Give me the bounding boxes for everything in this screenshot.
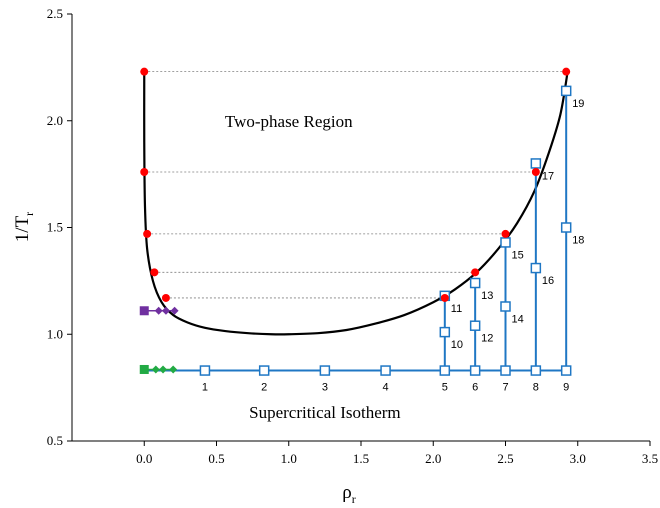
coexistence-point [471, 268, 480, 277]
start-square-purple [139, 306, 149, 316]
x-tick-label: 1.5 [353, 451, 369, 466]
path-point [560, 85, 572, 97]
x-axis-label-main: ρ [342, 482, 351, 503]
path-point-label: 11 [451, 303, 462, 315]
path-point [319, 365, 331, 376]
path-point-label: 10 [451, 339, 463, 351]
start-markers [139, 306, 179, 374]
x-tick-label: 2.0 [425, 451, 441, 466]
path-point [530, 262, 542, 274]
path-point-label: 13 [481, 290, 493, 302]
coexistence-point [140, 167, 149, 176]
path-point-label: 3 [322, 382, 328, 394]
x-axis-label-sub: r [352, 492, 356, 506]
coexistence-point [562, 67, 571, 76]
x-tick-label: 1.0 [281, 451, 297, 466]
coexistence-point [150, 268, 159, 277]
start-diamond-purple [154, 306, 163, 315]
coexistence-point [143, 229, 152, 238]
x-tick-label: 3.5 [642, 451, 658, 466]
path-point [500, 237, 511, 248]
path-point-label: 4 [383, 382, 389, 394]
path-point-label: 5 [442, 382, 448, 394]
annotation-two-phase-region: Two-phase Region [225, 112, 353, 131]
coexistence-point [161, 293, 170, 302]
phase-boundary-curve [143, 71, 569, 336]
path-point [469, 320, 481, 331]
coexistence-point [531, 167, 540, 176]
path-point [258, 365, 270, 376]
coexistence-points [140, 67, 571, 302]
x-tick-label: 2.5 [497, 451, 513, 466]
path-point [469, 365, 481, 376]
path-point-label: 9 [563, 382, 569, 394]
phase-boundary [143, 71, 569, 336]
y-axis-label-sub: r [22, 212, 36, 216]
start-diamond-green [151, 365, 160, 374]
tie-lines [144, 71, 567, 299]
coexistence-point [501, 229, 510, 238]
path-point-label: 15 [512, 249, 524, 261]
coexistence-point [440, 293, 449, 302]
path-point-label: 7 [502, 382, 508, 394]
path-point [560, 222, 572, 233]
y-tick-label: 2.5 [47, 6, 63, 21]
path-point [439, 326, 451, 338]
path-point [560, 365, 572, 376]
path-point-label: 18 [572, 235, 584, 247]
annotation-supercritical-isotherm: Supercritical Isotherm [249, 403, 401, 422]
path-point-label: 17 [542, 170, 554, 182]
start-square-green [139, 364, 149, 374]
path-point-label: 12 [481, 333, 493, 345]
y-tick-label: 2.0 [47, 113, 63, 128]
tick-labels: 0.5 1.0 1.5 2.0 2.5 0.0 0.5 1.0 1.5 2.0 2.5 3.0 3.5 [47, 6, 658, 466]
path-point-label: 14 [512, 313, 524, 325]
start-diamond-purple [170, 306, 179, 315]
x-tick-label: 0.5 [208, 451, 224, 466]
path-point [380, 365, 391, 376]
start-diamond-purple [161, 306, 170, 315]
y-tick-label: 1.0 [47, 326, 63, 341]
path-point-label: 19 [572, 98, 584, 110]
path-point [500, 365, 511, 376]
path-point-label: 2 [261, 382, 267, 394]
path-point [469, 277, 481, 289]
y-tick-label: 1.5 [47, 220, 63, 235]
y-axis-label-main: 1/T [12, 215, 33, 242]
x-axis-label: ρr [342, 482, 355, 506]
coexistence-point [140, 67, 149, 76]
start-diamond-green [159, 365, 168, 374]
path-point [530, 365, 542, 376]
x-tick-label: 3.0 [570, 451, 586, 466]
y-tick-label: 0.5 [47, 433, 63, 448]
path-point [199, 365, 211, 376]
path-point [530, 158, 542, 169]
start-diamond-green [169, 365, 178, 374]
path-point-label: 16 [542, 275, 554, 287]
axes [67, 13, 651, 446]
path-point-label: 1 [202, 382, 208, 394]
path-point-label: 6 [472, 382, 478, 394]
y-axis-label: 1/Tr [12, 212, 36, 242]
path-point [439, 365, 451, 376]
path-point [500, 301, 511, 312]
path-point-label: 8 [533, 382, 539, 394]
x-tick-label: 0.0 [136, 451, 152, 466]
